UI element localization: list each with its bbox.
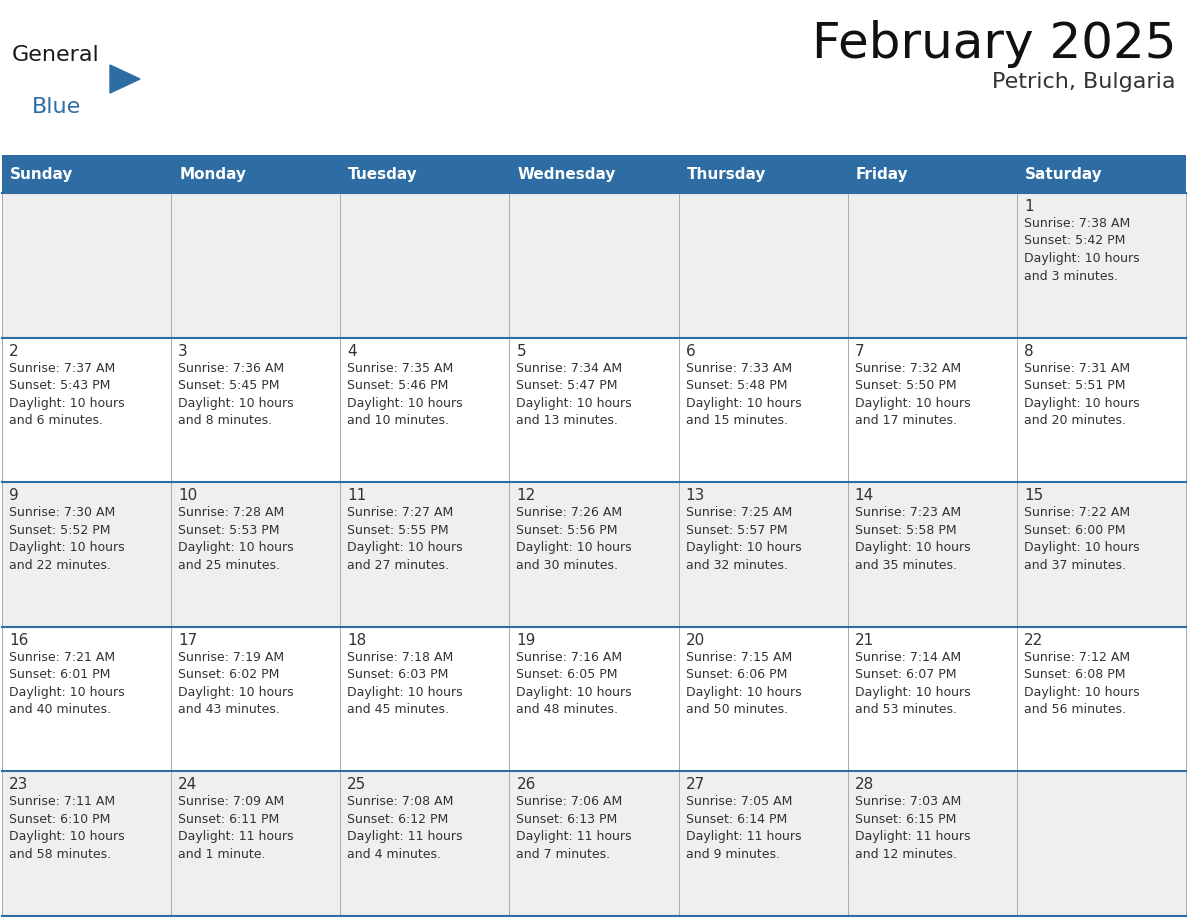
Text: Sunrise: 7:21 AM
Sunset: 6:01 PM
Daylight: 10 hours
and 40 minutes.: Sunrise: 7:21 AM Sunset: 6:01 PM Dayligh… — [10, 651, 125, 716]
Text: Sunrise: 7:06 AM
Sunset: 6:13 PM
Daylight: 11 hours
and 7 minutes.: Sunrise: 7:06 AM Sunset: 6:13 PM Dayligh… — [517, 795, 632, 861]
Text: Monday: Monday — [179, 166, 246, 182]
Bar — [2, 771, 1186, 916]
Text: Sunrise: 7:16 AM
Sunset: 6:05 PM
Daylight: 10 hours
and 48 minutes.: Sunrise: 7:16 AM Sunset: 6:05 PM Dayligh… — [517, 651, 632, 716]
Text: Sunrise: 7:11 AM
Sunset: 6:10 PM
Daylight: 10 hours
and 58 minutes.: Sunrise: 7:11 AM Sunset: 6:10 PM Dayligh… — [10, 795, 125, 861]
Text: Sunrise: 7:38 AM
Sunset: 5:42 PM
Daylight: 10 hours
and 3 minutes.: Sunrise: 7:38 AM Sunset: 5:42 PM Dayligh… — [1024, 217, 1139, 283]
Text: Thursday: Thursday — [687, 166, 766, 182]
Text: Sunrise: 7:14 AM
Sunset: 6:07 PM
Daylight: 10 hours
and 53 minutes.: Sunrise: 7:14 AM Sunset: 6:07 PM Dayligh… — [854, 651, 971, 716]
Text: Sunrise: 7:36 AM
Sunset: 5:45 PM
Daylight: 10 hours
and 8 minutes.: Sunrise: 7:36 AM Sunset: 5:45 PM Dayligh… — [178, 362, 293, 427]
Text: Sunrise: 7:37 AM
Sunset: 5:43 PM
Daylight: 10 hours
and 6 minutes.: Sunrise: 7:37 AM Sunset: 5:43 PM Dayligh… — [10, 362, 125, 427]
Text: Sunrise: 7:19 AM
Sunset: 6:02 PM
Daylight: 10 hours
and 43 minutes.: Sunrise: 7:19 AM Sunset: 6:02 PM Dayligh… — [178, 651, 293, 716]
Text: Sunrise: 7:30 AM
Sunset: 5:52 PM
Daylight: 10 hours
and 22 minutes.: Sunrise: 7:30 AM Sunset: 5:52 PM Dayligh… — [10, 506, 125, 572]
Text: Sunrise: 7:25 AM
Sunset: 5:57 PM
Daylight: 10 hours
and 32 minutes.: Sunrise: 7:25 AM Sunset: 5:57 PM Dayligh… — [685, 506, 801, 572]
Text: Sunrise: 7:18 AM
Sunset: 6:03 PM
Daylight: 10 hours
and 45 minutes.: Sunrise: 7:18 AM Sunset: 6:03 PM Dayligh… — [347, 651, 463, 716]
Text: Sunrise: 7:23 AM
Sunset: 5:58 PM
Daylight: 10 hours
and 35 minutes.: Sunrise: 7:23 AM Sunset: 5:58 PM Dayligh… — [854, 506, 971, 572]
Text: Sunrise: 7:05 AM
Sunset: 6:14 PM
Daylight: 11 hours
and 9 minutes.: Sunrise: 7:05 AM Sunset: 6:14 PM Dayligh… — [685, 795, 801, 861]
Text: 28: 28 — [854, 778, 874, 792]
Text: 3: 3 — [178, 343, 188, 359]
Text: February 2025: February 2025 — [811, 20, 1176, 68]
Text: 19: 19 — [517, 633, 536, 648]
Polygon shape — [110, 65, 140, 93]
Text: 24: 24 — [178, 778, 197, 792]
Text: 10: 10 — [178, 488, 197, 503]
Text: 25: 25 — [347, 778, 367, 792]
Bar — [2, 193, 1186, 338]
Bar — [2, 338, 1186, 482]
Text: Sunrise: 7:33 AM
Sunset: 5:48 PM
Daylight: 10 hours
and 15 minutes.: Sunrise: 7:33 AM Sunset: 5:48 PM Dayligh… — [685, 362, 801, 427]
Text: 23: 23 — [10, 778, 29, 792]
Text: 22: 22 — [1024, 633, 1043, 648]
Bar — [2, 482, 1186, 627]
Text: Petrich, Bulgaria: Petrich, Bulgaria — [992, 72, 1176, 92]
Text: Sunrise: 7:22 AM
Sunset: 6:00 PM
Daylight: 10 hours
and 37 minutes.: Sunrise: 7:22 AM Sunset: 6:00 PM Dayligh… — [1024, 506, 1139, 572]
Text: Wednesday: Wednesday — [518, 166, 615, 182]
Text: 20: 20 — [685, 633, 704, 648]
Text: Sunrise: 7:35 AM
Sunset: 5:46 PM
Daylight: 10 hours
and 10 minutes.: Sunrise: 7:35 AM Sunset: 5:46 PM Dayligh… — [347, 362, 463, 427]
Text: 8: 8 — [1024, 343, 1034, 359]
Text: 16: 16 — [10, 633, 29, 648]
Text: 21: 21 — [854, 633, 874, 648]
Text: 17: 17 — [178, 633, 197, 648]
Text: Sunrise: 7:27 AM
Sunset: 5:55 PM
Daylight: 10 hours
and 27 minutes.: Sunrise: 7:27 AM Sunset: 5:55 PM Dayligh… — [347, 506, 463, 572]
Text: Sunday: Sunday — [10, 166, 74, 182]
Bar — [2, 627, 1186, 771]
Text: 6: 6 — [685, 343, 695, 359]
Text: Tuesday: Tuesday — [348, 166, 418, 182]
Text: Sunrise: 7:09 AM
Sunset: 6:11 PM
Daylight: 11 hours
and 1 minute.: Sunrise: 7:09 AM Sunset: 6:11 PM Dayligh… — [178, 795, 293, 861]
Text: Sunrise: 7:28 AM
Sunset: 5:53 PM
Daylight: 10 hours
and 25 minutes.: Sunrise: 7:28 AM Sunset: 5:53 PM Dayligh… — [178, 506, 293, 572]
Text: Blue: Blue — [32, 97, 81, 117]
Text: 9: 9 — [10, 488, 19, 503]
Text: 11: 11 — [347, 488, 367, 503]
Text: 12: 12 — [517, 488, 536, 503]
Text: 15: 15 — [1024, 488, 1043, 503]
Text: 7: 7 — [854, 343, 865, 359]
Text: 1: 1 — [1024, 199, 1034, 214]
Text: 4: 4 — [347, 343, 356, 359]
Text: 14: 14 — [854, 488, 874, 503]
Text: Sunrise: 7:08 AM
Sunset: 6:12 PM
Daylight: 11 hours
and 4 minutes.: Sunrise: 7:08 AM Sunset: 6:12 PM Dayligh… — [347, 795, 463, 861]
Text: 5: 5 — [517, 343, 526, 359]
Text: General: General — [12, 45, 100, 65]
Text: 26: 26 — [517, 778, 536, 792]
Text: Friday: Friday — [855, 166, 909, 182]
Text: Sunrise: 7:32 AM
Sunset: 5:50 PM
Daylight: 10 hours
and 17 minutes.: Sunrise: 7:32 AM Sunset: 5:50 PM Dayligh… — [854, 362, 971, 427]
Text: 27: 27 — [685, 778, 704, 792]
Bar — [2, 155, 1186, 193]
Text: 2: 2 — [10, 343, 19, 359]
Text: Sunrise: 7:03 AM
Sunset: 6:15 PM
Daylight: 11 hours
and 12 minutes.: Sunrise: 7:03 AM Sunset: 6:15 PM Dayligh… — [854, 795, 971, 861]
Text: 13: 13 — [685, 488, 704, 503]
Text: Sunrise: 7:34 AM
Sunset: 5:47 PM
Daylight: 10 hours
and 13 minutes.: Sunrise: 7:34 AM Sunset: 5:47 PM Dayligh… — [517, 362, 632, 427]
Text: Sunrise: 7:31 AM
Sunset: 5:51 PM
Daylight: 10 hours
and 20 minutes.: Sunrise: 7:31 AM Sunset: 5:51 PM Dayligh… — [1024, 362, 1139, 427]
Text: Saturday: Saturday — [1025, 166, 1102, 182]
Text: 18: 18 — [347, 633, 367, 648]
Text: Sunrise: 7:12 AM
Sunset: 6:08 PM
Daylight: 10 hours
and 56 minutes.: Sunrise: 7:12 AM Sunset: 6:08 PM Dayligh… — [1024, 651, 1139, 716]
Text: Sunrise: 7:15 AM
Sunset: 6:06 PM
Daylight: 10 hours
and 50 minutes.: Sunrise: 7:15 AM Sunset: 6:06 PM Dayligh… — [685, 651, 801, 716]
Text: Sunrise: 7:26 AM
Sunset: 5:56 PM
Daylight: 10 hours
and 30 minutes.: Sunrise: 7:26 AM Sunset: 5:56 PM Dayligh… — [517, 506, 632, 572]
